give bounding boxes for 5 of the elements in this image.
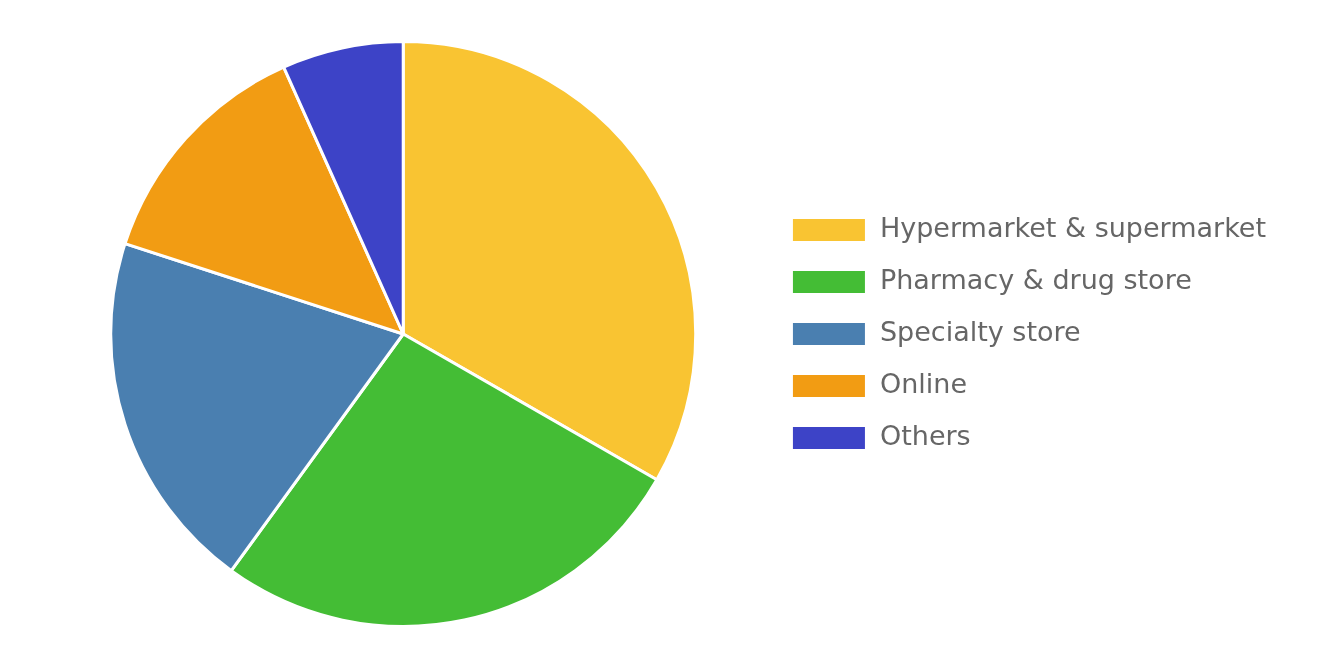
legend-label: Others — [879, 420, 971, 452]
legend-label: Online — [879, 368, 968, 400]
legend-label: Pharmacy & drug store — [879, 264, 1192, 296]
legend-label: Specialty store — [879, 316, 1081, 348]
legend-label: Hypermarket & supermarket — [879, 212, 1267, 244]
